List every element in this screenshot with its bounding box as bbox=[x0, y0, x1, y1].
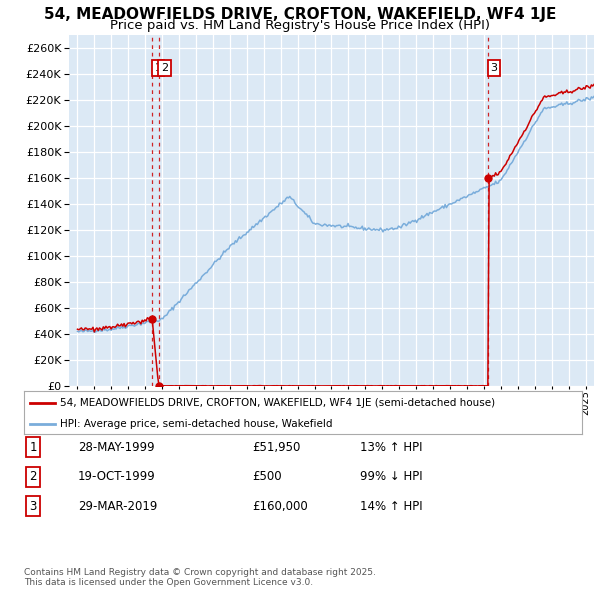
Text: £500: £500 bbox=[252, 470, 281, 483]
Text: 1: 1 bbox=[155, 63, 161, 73]
Text: 14% ↑ HPI: 14% ↑ HPI bbox=[360, 500, 422, 513]
Text: 3: 3 bbox=[29, 500, 37, 513]
Text: 54, MEADOWFIELDS DRIVE, CROFTON, WAKEFIELD, WF4 1JE: 54, MEADOWFIELDS DRIVE, CROFTON, WAKEFIE… bbox=[44, 7, 556, 22]
Text: 54, MEADOWFIELDS DRIVE, CROFTON, WAKEFIELD, WF4 1JE (semi-detached house): 54, MEADOWFIELDS DRIVE, CROFTON, WAKEFIE… bbox=[60, 398, 496, 408]
Text: £160,000: £160,000 bbox=[252, 500, 308, 513]
Text: 3: 3 bbox=[491, 63, 497, 73]
Text: Price paid vs. HM Land Registry's House Price Index (HPI): Price paid vs. HM Land Registry's House … bbox=[110, 19, 490, 32]
Text: 19-OCT-1999: 19-OCT-1999 bbox=[78, 470, 156, 483]
Text: 2: 2 bbox=[29, 470, 37, 483]
Text: 2: 2 bbox=[161, 63, 168, 73]
Text: 29-MAR-2019: 29-MAR-2019 bbox=[78, 500, 157, 513]
Text: Contains HM Land Registry data © Crown copyright and database right 2025.
This d: Contains HM Land Registry data © Crown c… bbox=[24, 568, 376, 587]
Text: 99% ↓ HPI: 99% ↓ HPI bbox=[360, 470, 422, 483]
Text: HPI: Average price, semi-detached house, Wakefield: HPI: Average price, semi-detached house,… bbox=[60, 419, 333, 430]
Text: 13% ↑ HPI: 13% ↑ HPI bbox=[360, 441, 422, 454]
Text: 1: 1 bbox=[29, 441, 37, 454]
Text: 28-MAY-1999: 28-MAY-1999 bbox=[78, 441, 155, 454]
Text: £51,950: £51,950 bbox=[252, 441, 301, 454]
